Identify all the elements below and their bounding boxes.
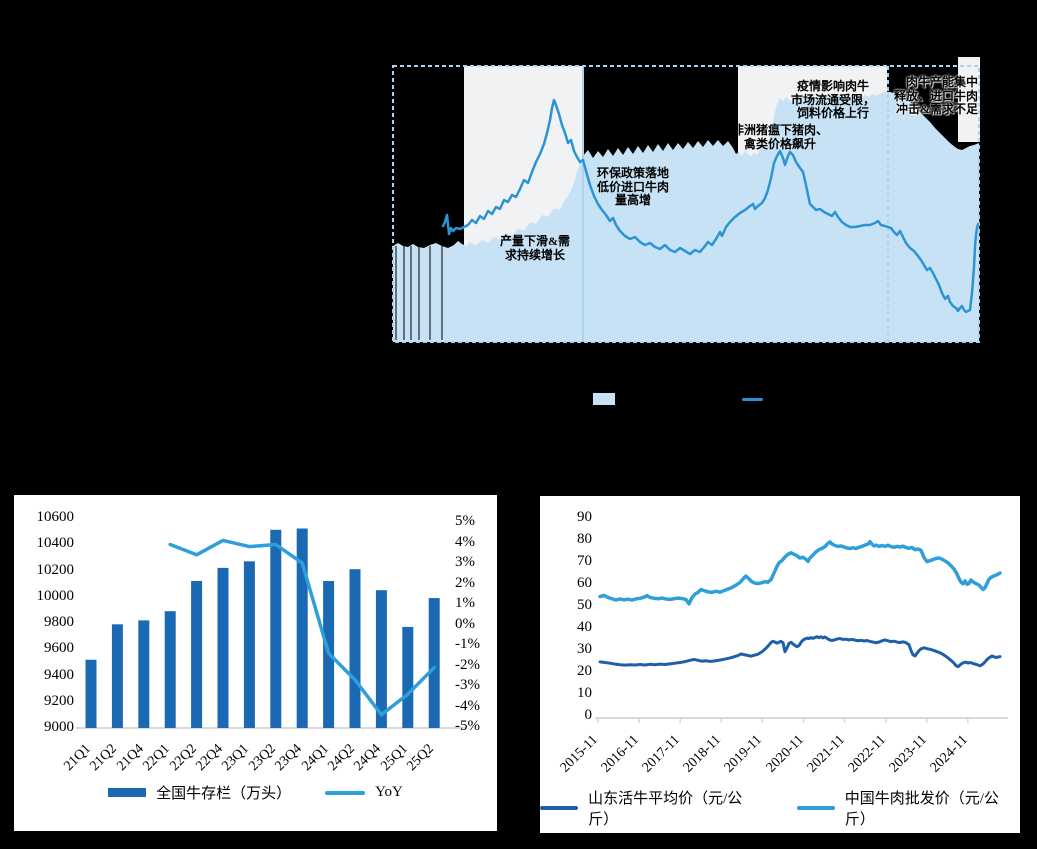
y-axis-tick-left: 9600 — [44, 640, 74, 657]
supply-area-series — [393, 92, 979, 342]
y-axis-tick-left: 9400 — [44, 666, 74, 683]
y-axis-tick: 70 — [577, 553, 592, 569]
price-legend: 山东活牛平均价（元/公斤） 中国牛肉批发价（元/公斤） — [540, 787, 1020, 829]
y-axis-tick: 60 — [577, 575, 592, 591]
y-axis-tick: 0 — [584, 707, 593, 723]
inventory-bar — [428, 598, 440, 728]
inventory-bar — [85, 659, 97, 728]
inventory-bar — [111, 624, 123, 728]
y-axis-tick-right: -2% — [455, 656, 480, 673]
highlight-period — [958, 57, 980, 142]
y-axis-tick-right: 3% — [455, 554, 475, 570]
y-axis-tick-right: -4% — [455, 697, 480, 714]
y-axis-tick-right: -1% — [455, 636, 480, 652]
yoy-line-series — [168, 538, 436, 717]
annotation-2: 非洲猪瘟下猪肉、 禽类价格飙升 — [731, 123, 828, 151]
beef-cycle-chart — [392, 57, 980, 343]
inventory-chart — [76, 528, 466, 729]
y-axis-tick: 20 — [577, 663, 592, 679]
y-axis-tick: 90 — [577, 509, 592, 525]
price-series-0 — [598, 635, 1002, 669]
legend-label-live-cattle: 山东活牛平均价（元/公斤） — [588, 791, 743, 828]
y-axis-tick: 10 — [577, 685, 592, 701]
inventory-chart-panel: 10600 10400 10200 10000 9800 9600 9400 9200 9000… — [14, 495, 497, 831]
y-axis-tick-right: 1% — [455, 595, 475, 611]
price-line-series — [441, 98, 980, 314]
price-chart — [595, 540, 1008, 723]
line-swatch — [742, 398, 763, 401]
inventory-bar — [138, 620, 150, 728]
y-axis-tick-left: 10200 — [36, 561, 75, 578]
y-axis-tick-right: 4% — [455, 533, 475, 550]
dark-line-swatch — [540, 806, 579, 810]
inventory-bar — [296, 528, 308, 728]
line-swatch — [325, 790, 366, 795]
y-axis-tick-right: 5% — [455, 513, 475, 529]
bar-swatch — [108, 788, 147, 797]
y-axis-tick-left: 9800 — [44, 614, 74, 630]
y-axis-tick-left: 10400 — [36, 535, 75, 552]
y-axis-tick-left: 9200 — [44, 692, 74, 709]
y-axis-tick: 30 — [577, 641, 592, 657]
annotation-4: 肉牛产能集中 释放、进口牛肉 冲击&需求不足 — [893, 75, 978, 116]
y-axis-tick-left: 10000 — [36, 587, 75, 604]
y-axis-tick: 50 — [577, 597, 592, 613]
y-axis-tick-right: -5% — [455, 718, 480, 734]
inventory-bar — [349, 569, 361, 728]
plot-border — [392, 65, 980, 343]
inventory-bar — [217, 567, 229, 728]
inventory-bar — [375, 590, 387, 728]
light-line-swatch — [796, 806, 835, 810]
legend-label-yoy: YoY — [375, 784, 403, 800]
annotation-0: 产量下滑&需 求持续增长 — [500, 234, 570, 262]
y-axis-tick-right: -3% — [455, 677, 480, 693]
price-chart-panel: 2015-11 2016-11 2017-11 2018-11 2019-11 2020-… — [540, 496, 1020, 833]
inventory-bar — [402, 626, 414, 728]
inventory-bar — [270, 529, 282, 728]
legend-label-inventory: 全国牛存栏（万头） — [156, 786, 292, 802]
y-axis-tick: 80 — [577, 531, 592, 547]
inventory-bar — [243, 561, 255, 728]
y-axis-tick-right: 2% — [455, 574, 475, 591]
annotation-1: 环保政策落地 低价进口牛肉 量高增 — [596, 166, 669, 207]
y-axis-tick-left: 9000 — [44, 719, 74, 735]
y-axis-tick: 40 — [577, 619, 592, 635]
y-axis-tick-right: 0% — [455, 615, 475, 632]
legend-label-beef-wholesale: 中国牛肉批发价（元/公斤） — [844, 791, 999, 828]
price-series-1 — [598, 540, 1002, 606]
area-swatch — [593, 393, 615, 405]
y-axis-tick-left: 10600 — [36, 509, 75, 525]
inventory-bar — [191, 581, 203, 728]
inventory-bar — [164, 611, 176, 728]
inventory-legend: 全国牛存栏（万头） YoY — [14, 782, 497, 803]
annotation-3: 疫情影响肉牛 市场流通受限， 饲料价格上行 — [790, 79, 875, 120]
